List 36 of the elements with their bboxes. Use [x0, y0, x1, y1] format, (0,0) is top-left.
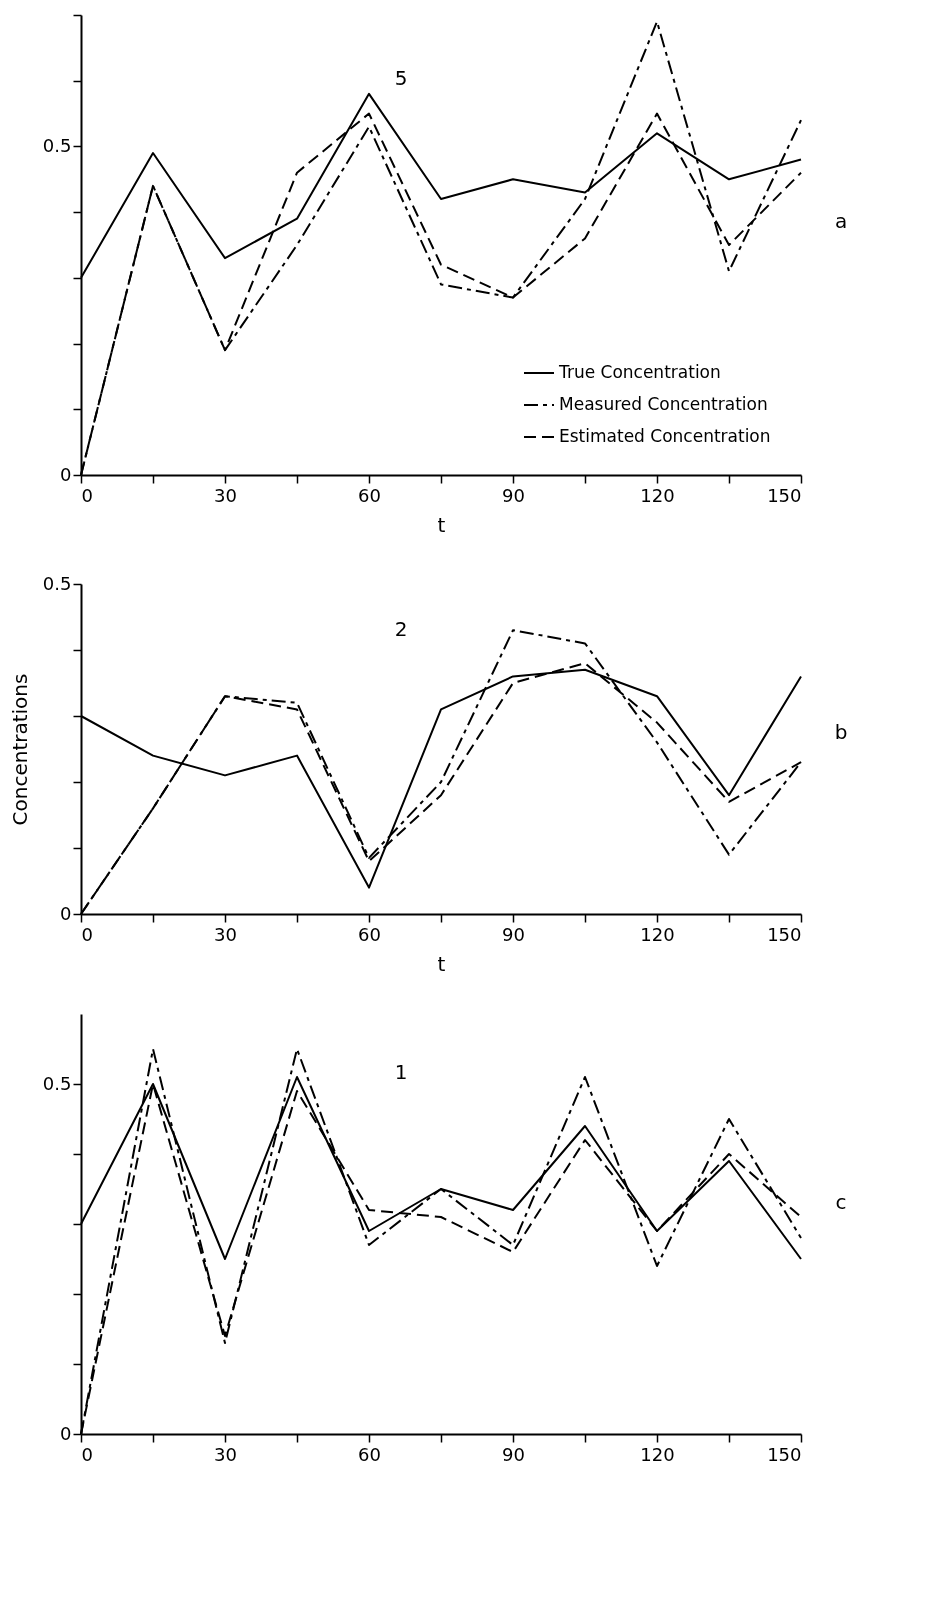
x-tick-label: 90	[502, 1443, 525, 1465]
x-tick-label: 0	[81, 1443, 93, 1465]
text: c	[835, 1190, 847, 1214]
x-tick-label: 0	[81, 923, 93, 945]
x-tick-label: 150	[767, 484, 802, 506]
y-tick-label: 0	[60, 1422, 72, 1444]
x-axis-title: t	[437, 512, 446, 537]
legend-label: True Concentration	[558, 362, 721, 382]
legend-label: Estimated Concentration	[559, 426, 771, 446]
x-tick-label: 60	[358, 484, 381, 506]
x-tick-label: 30	[214, 484, 237, 506]
x-axis-title: t	[437, 951, 446, 976]
annotation: 1	[394, 1059, 408, 1084]
x-tick-label: 120	[640, 484, 675, 506]
x-tick-label: 120	[640, 923, 675, 945]
x-tick-label: 90	[502, 923, 525, 945]
x-tick-label: 30	[214, 1443, 237, 1465]
x-tick-label: 120	[640, 1443, 675, 1465]
legend-label: Measured Concentration	[559, 394, 768, 414]
x-tick-label: 0	[81, 484, 93, 506]
x-tick-label: 60	[358, 923, 381, 945]
y-tick-label: 0.5	[42, 572, 72, 594]
text: a	[834, 209, 848, 233]
y-axis-title: Concentrations	[7, 673, 32, 826]
x-tick-label: 150	[767, 923, 802, 945]
y-tick-label: 0	[60, 463, 72, 485]
annotation: 2	[394, 617, 408, 642]
x-tick-label: 30	[214, 923, 237, 945]
x-tick-label: 150	[767, 1443, 802, 1465]
y-tick-label: 0.5	[42, 1072, 72, 1094]
x-tick-label: 60	[358, 1443, 381, 1465]
text: b	[834, 719, 848, 744]
x-tick-label: 90	[502, 484, 525, 506]
y-tick-label: 0	[60, 902, 72, 924]
y-tick-label: 0.5	[42, 134, 72, 156]
annotation: 5	[394, 66, 408, 91]
